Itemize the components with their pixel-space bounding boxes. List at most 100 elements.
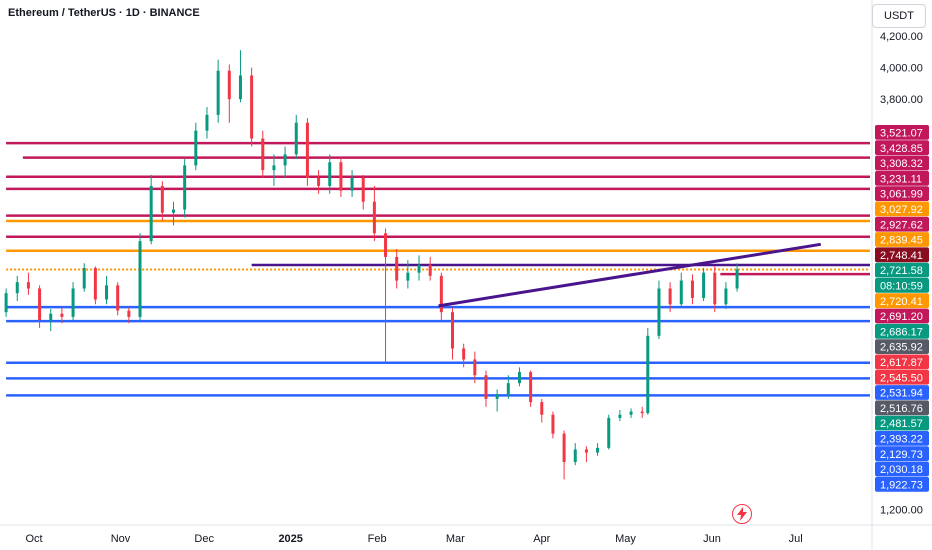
price-label-text: 3,308.32 [880,158,923,170]
candle-body [439,275,443,313]
candle-body [4,293,8,313]
candle-body [668,288,672,305]
price-label-text: 2,691.20 [880,311,923,323]
price-label-text: 2,927.62 [880,219,923,231]
price-label-text: 2,531.94 [880,388,923,400]
candle-body [462,348,466,360]
price-label-badge [875,293,929,309]
candle-body [540,402,544,415]
candle-body [517,372,521,384]
candle-body [238,75,242,100]
candle-body [71,288,75,317]
lightning-icon[interactable] [732,504,752,524]
candle-body [339,162,343,191]
candle-body [372,201,376,234]
candle-body [657,288,661,336]
candle-body [105,285,109,300]
price-label-text: 2,720.41 [880,296,923,308]
candle-body [713,272,717,305]
candle-body [250,75,254,139]
price-label-badge [875,308,929,324]
candle-body [618,414,622,418]
price-label-text: 2,686.17 [880,326,923,338]
candle-body [417,264,421,273]
candle-body [584,449,588,453]
price-label-text: 2,721.58 [880,265,923,277]
candle-body [93,267,97,300]
candle-body [690,280,694,298]
candle-body [227,70,231,100]
x-tick-label: Apr [533,533,550,545]
candle-body [473,359,477,376]
price-label-badge [875,232,929,247]
candle-body [216,70,220,115]
price-label-text: 2,635.92 [880,342,923,354]
candle-body [149,185,153,242]
price-label-badge [875,385,929,400]
price-label-text: 2,617.87 [880,357,923,369]
price-label-badge [875,155,929,171]
x-tick-label: Jul [789,533,803,545]
candle-body [328,162,332,186]
candle-body [183,165,187,210]
price-label-badge [875,186,929,201]
x-tick-label: Nov [111,533,131,545]
price-label-badge [875,247,929,263]
candle-body [172,209,175,213]
x-tick-label: Dec [194,533,214,545]
price-label-text: 3,027.92 [880,204,923,216]
candle-body [562,433,566,463]
trend-line[interactable] [438,242,822,308]
x-tick-label: May [615,533,636,545]
price-label-badge [875,170,929,186]
candle-body [116,285,120,311]
price-label-text: 2,393.22 [880,434,923,446]
price-label-badge [875,369,929,385]
candle-body [127,310,131,317]
candle-body [15,282,19,294]
candle-body [261,138,265,171]
candle-body [38,288,42,321]
price-label-text: 2,545.50 [880,372,923,384]
candle-body [384,233,388,257]
candle-body [506,383,510,395]
candle-body [551,414,555,434]
price-label-badge [875,431,929,446]
candle-body [26,282,30,289]
candle-body [629,411,633,415]
y-tick-label: 4,200.00 [880,31,923,43]
candle-body [138,241,142,317]
chart-title: Ethereum / TetherUS · 1D · BINANCE [8,7,200,19]
price-label-text: 2,129.73 [880,449,923,461]
y-tick-label: 3,800.00 [880,94,923,106]
price-label-badge [875,140,929,156]
x-tick-label: 2025 [278,533,302,545]
currency-selector[interactable]: USDT [872,4,926,28]
candle-body [395,256,399,281]
price-label-badge [875,323,929,339]
price-label-text: 3,231.11 [880,173,922,185]
price-label-badge [875,216,929,232]
candle-body [529,372,533,403]
price-label-text: 2,748.41 [880,250,923,262]
candle-body [361,178,365,202]
price-label-text: 3,428.85 [880,143,923,155]
candle-body [205,114,209,131]
price-label-text: 3,521.07 [880,128,923,140]
candle-body [640,411,644,414]
candle-body [294,122,298,155]
candle-body [272,165,276,171]
candle-body [735,269,739,289]
candle-body [350,178,354,191]
price-label-text: 2,481.57 [880,418,923,430]
x-tick-label: Jun [703,533,721,545]
candle-body [484,375,488,399]
candle-body [317,178,321,186]
price-label-badge [875,415,929,431]
price-label-text: 2,030.18 [880,464,923,476]
y-tick-label: 1,200.00 [880,504,923,516]
price-label-text: 2,839.45 [880,235,923,247]
price-label-badge [875,339,929,354]
price-label-text: 3,061.99 [880,189,923,201]
